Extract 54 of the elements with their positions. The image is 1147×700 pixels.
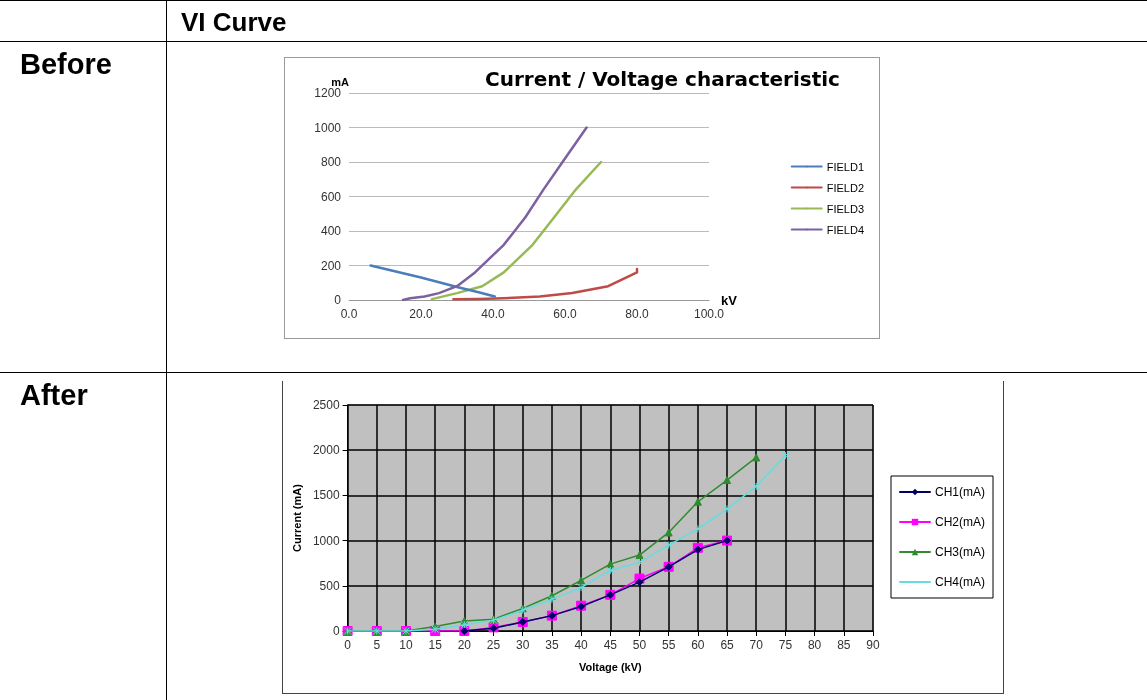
x-axis-title: kV	[721, 292, 738, 308]
y-tick-label: 0	[334, 293, 342, 307]
chart-title: Current / Voltage characteristic	[485, 67, 840, 91]
y-tick-label: 1500	[312, 488, 340, 503]
x-tick-label: 80.0	[625, 307, 649, 321]
y-tick-label: 600	[320, 189, 342, 204]
legend-label: FIELD4	[826, 223, 865, 236]
x-tick-label: 100.0	[693, 307, 725, 321]
text: Before	[0, 41, 167, 373]
y-tick-label: 500	[319, 578, 340, 593]
x-axis-title: Voltage (kV)	[578, 660, 642, 673]
x-tick-label: 50	[632, 638, 647, 652]
text: VI Curve	[166, 0, 1147, 42]
x-tick-label: 65	[720, 638, 735, 652]
x-tick-label: 5	[373, 638, 381, 652]
x-tick-label: 45	[603, 638, 618, 652]
x-tick-label: 60.0	[553, 307, 577, 321]
y-tick-label: 1000	[314, 120, 342, 135]
x-tick-label: 70	[749, 638, 764, 652]
y-tick-label: 1200	[314, 86, 342, 100]
x-tick-label: 40.0	[481, 307, 505, 321]
x-tick-label: 60	[691, 638, 705, 652]
y-tick-label: 2000	[312, 443, 340, 458]
y-tick-label: 400	[320, 224, 342, 238]
legend-label: FIELD2	[826, 181, 865, 194]
x-tick-label: 15	[428, 638, 443, 652]
x-tick-label: 25	[486, 638, 501, 652]
y-axis-title: Current (mA)	[290, 483, 303, 552]
x-tick-label: 30	[516, 638, 530, 652]
legend-label: FIELD3	[826, 202, 865, 215]
y-tick-label: 800	[320, 155, 342, 169]
x-tick-label: 0.0	[340, 307, 358, 321]
x-tick-label: 0	[344, 638, 352, 652]
x-tick-label: 90	[866, 638, 880, 652]
y-tick-label: 0	[332, 624, 340, 638]
text: After	[0, 372, 167, 700]
legend-label: CH4(mA)	[935, 575, 985, 589]
x-tick-label: 35	[545, 638, 559, 652]
x-tick-label: 20.0	[409, 307, 433, 321]
x-tick-label: 40	[574, 638, 589, 652]
y-tick-label: 2500	[312, 398, 340, 412]
y-tick-label: 1000	[312, 533, 340, 548]
x-tick-label: 55	[662, 638, 676, 652]
legend-label: CH1(mA)	[935, 485, 985, 499]
x-tick-label: 20	[457, 638, 472, 652]
x-tick-label: 75	[778, 638, 793, 652]
legend-label: CH2(mA)	[935, 515, 985, 529]
x-tick-label: 85	[837, 638, 851, 652]
x-tick-label: 10	[399, 638, 413, 652]
x-tick-label: 80	[807, 638, 822, 652]
y-tick-label: 200	[320, 258, 342, 273]
y-axis-title: mA	[331, 75, 350, 88]
legend-label: FIELD1	[826, 160, 865, 173]
legend-label: CH3(mA)	[935, 545, 985, 559]
